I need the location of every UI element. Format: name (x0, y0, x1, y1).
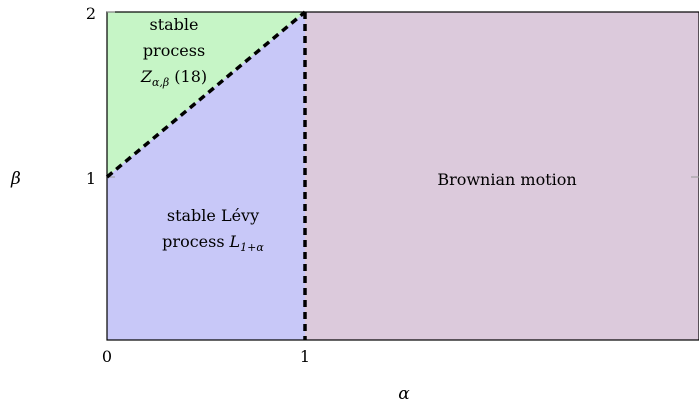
levy-process-word: process (162, 232, 224, 251)
x-tick-label-1: 1 (300, 347, 310, 366)
x-tick-label-0: 0 (102, 347, 112, 366)
l-subscript: 1+α (240, 241, 264, 254)
region-stable-levy (107, 12, 305, 340)
stable-process-line2: process (143, 41, 205, 60)
equation-ref: (18) (174, 67, 207, 86)
y-axis-label: β (10, 169, 21, 189)
stable-process-line3: Zα,β (18) (140, 67, 207, 89)
z-symbol: Z (140, 67, 153, 86)
region-brownian (305, 12, 699, 340)
boundary-diagonal (105, 10, 307, 179)
brownian-label: Brownian motion (437, 170, 576, 189)
stable-process-line1: stable (149, 15, 198, 34)
stable-levy-line1: stable Lévy (167, 206, 259, 225)
stable-levy-line2: process L1+α (162, 232, 264, 254)
y-tick-label-1: 1 (86, 169, 96, 188)
z-subscript: α,β (152, 76, 169, 89)
l-symbol: L (229, 232, 241, 251)
x-axis-label: α (398, 384, 410, 404)
y-tick-label-2: 2 (86, 4, 96, 23)
